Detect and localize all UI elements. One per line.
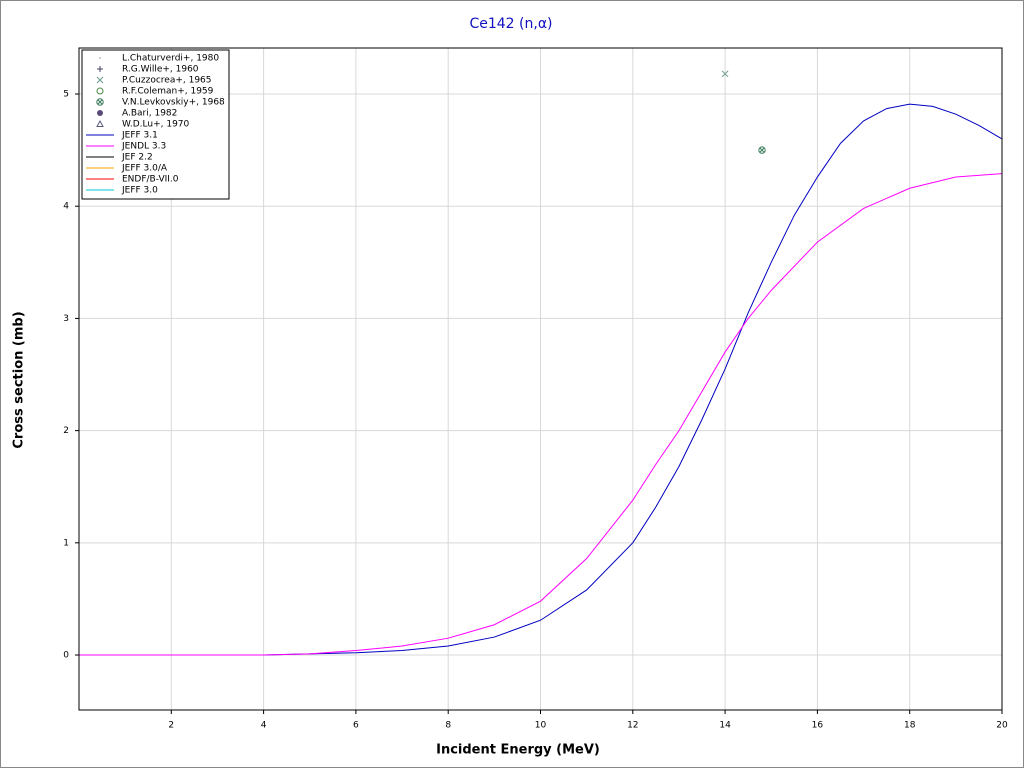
y-axis-label: Cross section (mb)	[12, 311, 27, 448]
x-tick-label: 6	[353, 721, 359, 731]
marker-shape	[96, 76, 104, 84]
legend-box	[81, 49, 230, 200]
legend-label: ENDF/B-VII.0	[122, 175, 179, 185]
legend-label: JEF 2.2	[121, 153, 153, 163]
marker-shape	[97, 99, 103, 105]
marker-shape	[759, 147, 765, 153]
x-tick-label: 2	[168, 721, 174, 731]
legend-label: L.Chaturverdi+, 1980	[122, 54, 219, 64]
marker	[96, 87, 104, 95]
y-tick-label: 5	[63, 90, 69, 100]
marker-shape	[721, 70, 729, 78]
legend-label: JEFF 3.1	[121, 131, 158, 141]
marker	[99, 57, 101, 59]
x-tick-label: 4	[261, 721, 267, 731]
x-tick-label: 20	[996, 721, 1008, 731]
plot	[79, 70, 1003, 656]
legend-label: R.F.Coleman+, 1959	[122, 87, 214, 97]
marker	[96, 76, 104, 84]
y-tick-label: 2	[63, 426, 69, 436]
x-axis-label: Incident Energy (MeV)	[436, 743, 600, 758]
x-tick-label: 12	[627, 721, 638, 731]
marker-shape	[97, 110, 103, 116]
x-tick-label: 18	[904, 721, 916, 731]
legend-label: P.Cuzzocrea+, 1965	[122, 76, 212, 86]
marker	[721, 70, 729, 78]
legend-label: JEFF 3.0/A	[121, 164, 168, 174]
legend-label: JEFF 3.0	[121, 186, 158, 196]
marker-shape	[96, 87, 104, 95]
x-tick-label: 8	[445, 721, 451, 731]
marker-shape	[99, 57, 101, 59]
marker-shape	[96, 119, 104, 127]
legend-label: A.Bari, 1982	[122, 109, 177, 119]
marker-shape	[96, 98, 104, 106]
legend-label: V.N.Levkovskiy+, 1968	[122, 98, 225, 108]
plot-border	[78, 47, 1003, 711]
marker	[96, 119, 104, 127]
y-tick-label: 0	[63, 651, 69, 661]
x-tick-label: 16	[812, 721, 824, 731]
series-line	[79, 103, 1003, 656]
marker-shape	[97, 66, 103, 72]
marker	[96, 98, 104, 106]
y-tick-label: 1	[63, 538, 69, 548]
x-tick-label: 10	[535, 721, 547, 731]
marker	[758, 146, 766, 154]
marker-shape	[758, 146, 766, 154]
series-line	[79, 173, 1003, 656]
y-tick-label: 4	[63, 202, 69, 212]
legend-label: R.G.Wille+, 1960	[122, 65, 199, 75]
x-tick-label: 14	[719, 721, 731, 731]
y-tick-label: 3	[63, 314, 69, 324]
chart-title: Ce142 (n,α)	[469, 16, 552, 32]
marker	[97, 66, 103, 72]
marker	[97, 110, 103, 116]
legend-label: JENDL 3.3	[121, 142, 166, 152]
legend-label: W.D.Lu+, 1970	[122, 120, 190, 130]
